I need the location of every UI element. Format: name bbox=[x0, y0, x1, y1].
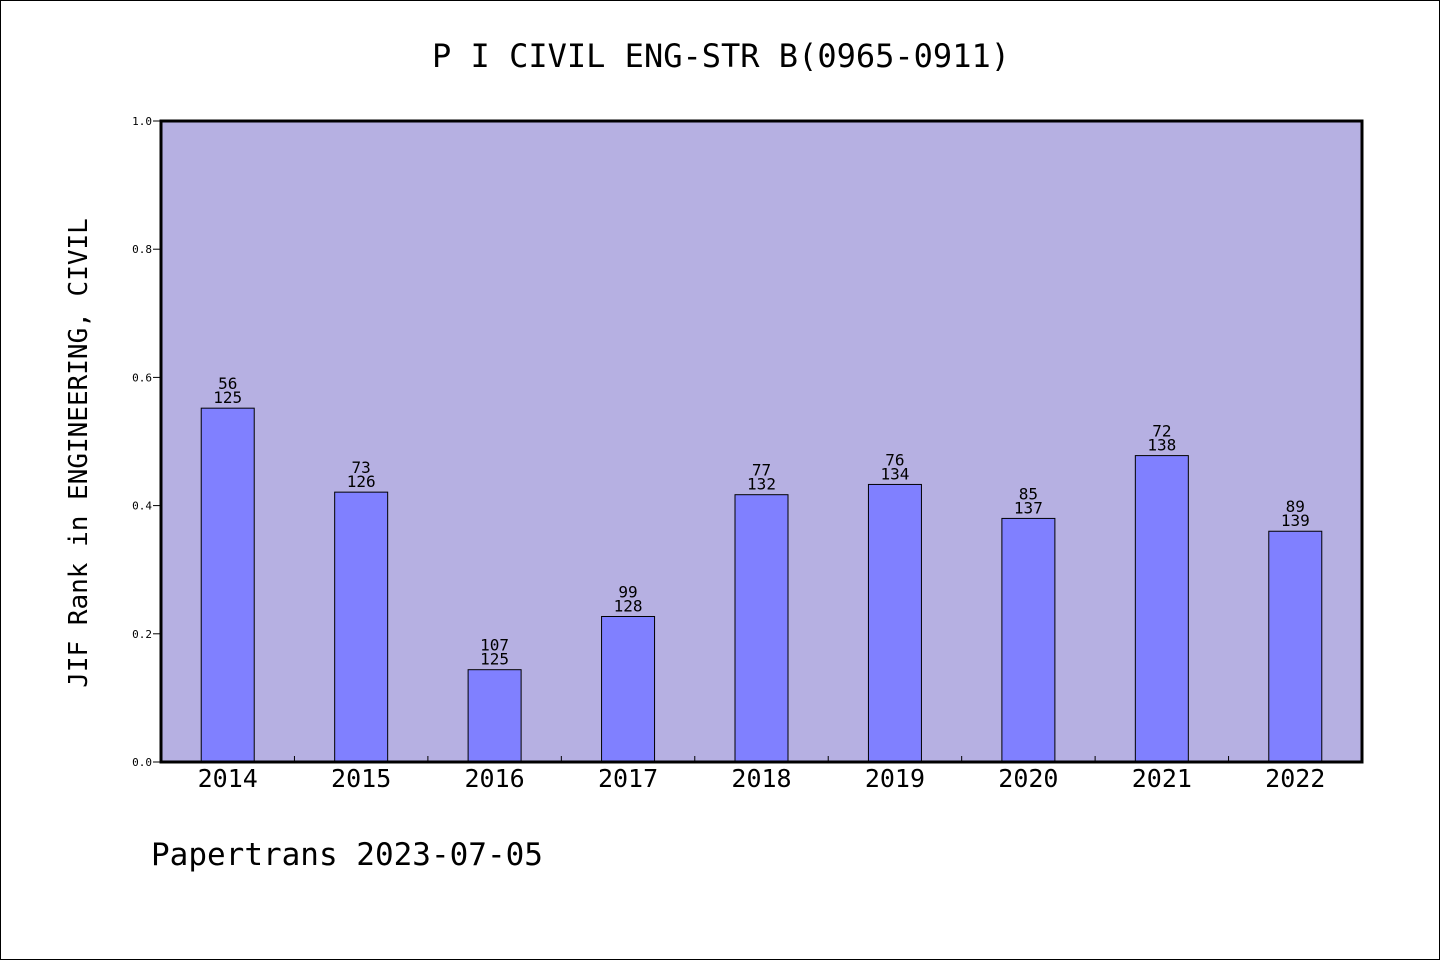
y-tick-label: 1.0 bbox=[132, 115, 152, 128]
plot-border bbox=[159, 119, 1364, 764]
bar-rank-label: 72 bbox=[1152, 422, 1171, 441]
bar-total-label: 132 bbox=[747, 475, 776, 494]
bar-2017 bbox=[601, 615, 656, 763]
footer-source-date: Papertrans 2023-07-05 bbox=[151, 837, 543, 873]
y-tick-label: 0.2 bbox=[132, 628, 152, 641]
bar-2014 bbox=[200, 407, 255, 763]
y-tick-label: 0.4 bbox=[132, 500, 152, 513]
bar-2015 bbox=[334, 491, 389, 763]
bar-labels-layer: 5612573126107125991287713276134851377213… bbox=[213, 374, 1309, 669]
bars-layer bbox=[200, 407, 1323, 763]
y-axis: 0.0 0.2 0.4 0.6 0.8 1.0 bbox=[132, 115, 161, 769]
y-axis-label: JIF Rank in ENGINEERING, CIVIL bbox=[64, 218, 94, 688]
x-tick-label: 2019 bbox=[865, 764, 925, 793]
y-tick-label: 0.0 bbox=[132, 756, 152, 769]
x-tick-label: 2020 bbox=[998, 764, 1058, 793]
bar-2019 bbox=[867, 483, 922, 763]
bar-total-label: 128 bbox=[614, 596, 643, 615]
x-tick-label: 2014 bbox=[198, 764, 258, 793]
x-tick-label: 2017 bbox=[598, 764, 658, 793]
bar-2018 bbox=[734, 494, 789, 763]
x-tick-label: 2015 bbox=[331, 764, 391, 793]
bar-rank-label: 89 bbox=[1286, 497, 1305, 516]
bar-total-label: 126 bbox=[347, 472, 376, 491]
bar-rank-label: 99 bbox=[618, 582, 637, 601]
bar-rank-label: 107 bbox=[480, 636, 509, 655]
bar-total-label: 138 bbox=[1147, 436, 1176, 455]
chart-title: P I CIVIL ENG-STR B(0965-0911) bbox=[432, 37, 1010, 75]
x-tick-label: 2018 bbox=[731, 764, 791, 793]
bar-2016 bbox=[467, 669, 522, 763]
x-tick-label: 2016 bbox=[465, 764, 525, 793]
x-axis: 2014 2015 2016 2017 2018 2019 2020 2021 2022 bbox=[198, 756, 1325, 793]
bar-2020 bbox=[1001, 517, 1056, 763]
bar-total-label: 125 bbox=[213, 388, 242, 407]
bar-rank-label: 76 bbox=[885, 450, 904, 469]
bar-2021 bbox=[1134, 455, 1189, 763]
x-tick-label: 2021 bbox=[1132, 764, 1192, 793]
bar-rank-label: 56 bbox=[218, 374, 237, 393]
bar-total-label: 134 bbox=[880, 464, 909, 483]
bar-2022 bbox=[1268, 530, 1323, 763]
y-tick-label: 0.8 bbox=[132, 243, 152, 256]
bar-rank-label: 85 bbox=[1019, 484, 1038, 503]
bar-total-label: 139 bbox=[1281, 511, 1310, 530]
bar-rank-label: 77 bbox=[752, 461, 771, 480]
bar-total-label: 125 bbox=[480, 650, 509, 669]
x-tick-label: 2022 bbox=[1265, 764, 1325, 793]
bar-rank-label: 73 bbox=[352, 458, 371, 477]
bar-total-label: 137 bbox=[1014, 498, 1043, 517]
y-tick-label: 0.6 bbox=[132, 371, 152, 384]
